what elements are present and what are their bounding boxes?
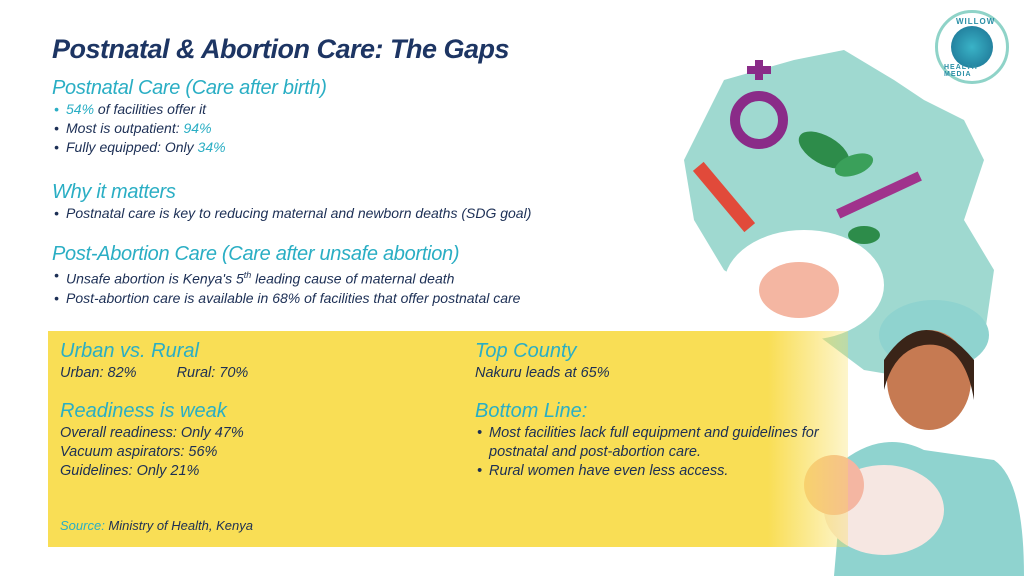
why-bullet: Postnatal care is key to reducing matern…: [52, 204, 531, 223]
fetus-illustration: [759, 262, 839, 318]
source-label: Source:: [60, 518, 105, 533]
willow-tree-icon: [951, 26, 993, 68]
pac-heading: Post-Abortion Care (Care after unsafe ab…: [52, 243, 460, 265]
text: Unsafe abortion is Kenya's 5: [66, 270, 244, 287]
readiness-block: Readiness is weak Overall readiness: Onl…: [60, 400, 244, 481]
postnatal-section: Postnatal Care (Care after birth) 54% of…: [52, 77, 327, 157]
urban-rural-block: Urban vs. Rural Urban: 82% Rural: 70%: [60, 340, 248, 383]
source-note: Source: Ministry of Health, Kenya: [60, 518, 253, 533]
readiness-heading: Readiness is weak: [60, 400, 227, 422]
postnatal-bullet-2: Most is outpatient: 94%: [52, 119, 327, 138]
urban-stat: Urban: 82%: [60, 365, 137, 381]
page-title: Postnatal & Abortion Care: The Gaps: [52, 34, 510, 64]
bottom-line-bullet: Most facilities lack full equipment and …: [475, 424, 855, 462]
scalpel-icon: [836, 171, 922, 219]
text: leading cause of maternal death: [251, 270, 455, 287]
bottom-line-bullet: Rural women have even less access.: [475, 462, 855, 481]
source-text: Ministry of Health, Kenya: [104, 518, 253, 533]
stat-value: 94%: [183, 120, 212, 136]
test-strip-icon: [692, 161, 756, 233]
rural-stat: Rural: 70%: [176, 365, 249, 381]
postnatal-heading: Postnatal Care (Care after birth): [52, 77, 327, 99]
superscript: th: [243, 270, 252, 280]
pac-bullet-1: Unsafe abortion is Kenya's 5th leading c…: [52, 266, 520, 289]
bottom-line-heading: Bottom Line:: [475, 400, 588, 422]
postnatal-bullet-1: 54% of facilities offer it: [52, 100, 327, 119]
stat-text: Fully equipped: Only: [66, 139, 198, 155]
readiness-line: Guidelines: Only 21%: [60, 463, 200, 479]
readiness-line: Vacuum aspirators: 56%: [60, 444, 218, 460]
stat-value: 54%: [66, 101, 95, 117]
nurse-face: [887, 330, 971, 430]
top-county-heading: Top County: [475, 340, 577, 362]
logo-text-bottom: HEALTH MEDIA: [944, 64, 978, 78]
why-section: Why it matters Postnatal care is key to …: [52, 181, 531, 223]
leaf-icon: [798, 131, 850, 169]
post-abortion-section: Post-Abortion Care (Care after unsafe ab…: [52, 243, 520, 308]
top-county-text: Nakuru leads at 65%: [475, 365, 610, 381]
why-heading: Why it matters: [52, 181, 176, 203]
bottom-line-block: Bottom Line: Most facilities lack full e…: [475, 400, 855, 481]
stat-value: 34%: [197, 139, 226, 155]
postnatal-bullet-3: Fully equipped: Only 34%: [52, 138, 327, 157]
willow-health-media-logo: WILLOW HEALTH MEDIA: [935, 10, 1009, 84]
logo-text-top: WILLOW: [956, 17, 996, 26]
readiness-line: Overall readiness: Only 47%: [60, 425, 244, 441]
pac-bullet-2: Post-abortion care is available in 68% o…: [52, 289, 520, 308]
urban-rural-heading: Urban vs. Rural: [60, 340, 199, 362]
female-symbol-icon: [730, 91, 788, 149]
stat-text: of facilities offer it: [94, 101, 207, 117]
stat-text: Most is outpatient:: [66, 120, 184, 136]
top-county-block: Top County Nakuru leads at 65%: [475, 340, 610, 383]
